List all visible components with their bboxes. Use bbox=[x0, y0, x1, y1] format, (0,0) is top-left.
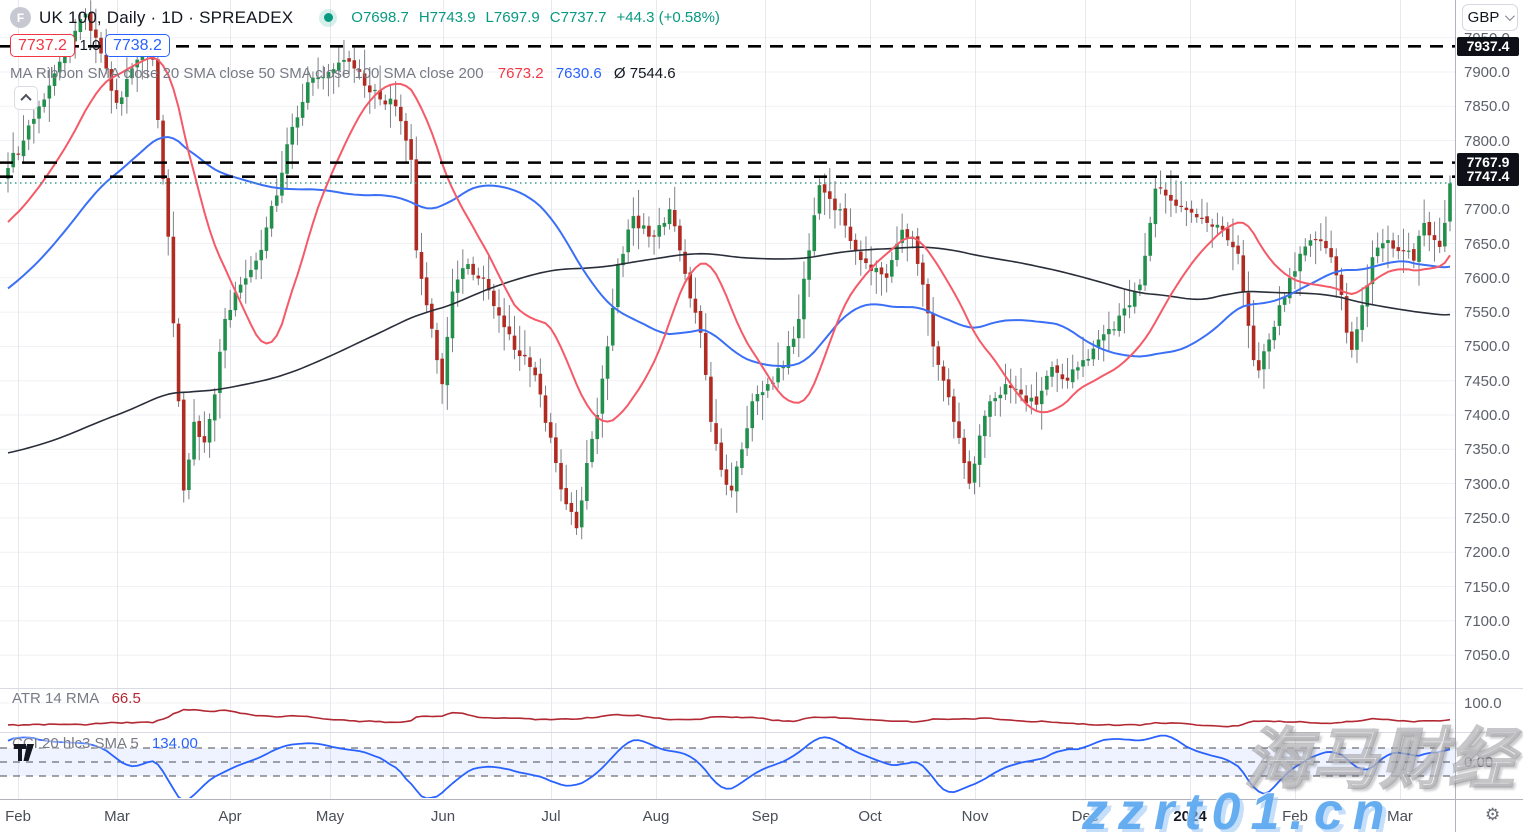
price-level-tag: 7747.4 bbox=[1457, 167, 1519, 187]
quote-row: 7737.2 1.0 7738.2 bbox=[10, 34, 170, 57]
price-tick: 7850.0 bbox=[1464, 98, 1510, 116]
month-label: May bbox=[315, 808, 345, 825]
price-tick: 7500.0 bbox=[1464, 338, 1510, 356]
month-label: Dec bbox=[1071, 808, 1099, 825]
price-tick: 7600.0 bbox=[1464, 269, 1510, 287]
price-tick: 7300.0 bbox=[1464, 475, 1510, 493]
month-label: Sep bbox=[751, 808, 779, 825]
month-label: Feb bbox=[5, 808, 31, 825]
cci-label: CCI 20 hlc3 SMA 5 bbox=[12, 735, 139, 752]
month-label: Aug bbox=[642, 808, 670, 825]
ma-avg-value: Ø 7544.6 bbox=[613, 65, 676, 82]
atr-label: ATR 14 RMA bbox=[12, 690, 99, 707]
month-label: Apr bbox=[218, 808, 242, 825]
price-tick: 7900.0 bbox=[1464, 64, 1510, 81]
price-tick: 7700.0 bbox=[1464, 201, 1510, 219]
price-tick: 7400.0 bbox=[1464, 407, 1510, 424]
ma50-value: 7630.6 bbox=[555, 65, 602, 82]
atr-value: 66.5 bbox=[111, 690, 141, 707]
price-tick: 7250.0 bbox=[1464, 509, 1510, 527]
month-label: Mar bbox=[104, 808, 130, 825]
chevron-up-icon bbox=[20, 93, 32, 106]
month-label: Mar bbox=[1387, 808, 1413, 825]
chevron-down-icon bbox=[1505, 11, 1516, 22]
cci-value: 134.00 bbox=[151, 735, 198, 752]
atr-legend[interactable]: ATR 14 RMA 66.5 bbox=[12, 690, 141, 707]
month-label: Feb bbox=[1282, 808, 1308, 825]
cci-tick: 0.00 bbox=[1464, 754, 1494, 771]
price-tick: 7100.0 bbox=[1464, 612, 1510, 630]
market-status-icon[interactable] bbox=[319, 8, 338, 27]
bid-price-button[interactable]: 7737.2 bbox=[10, 34, 75, 57]
price-tick: 7150.0 bbox=[1464, 578, 1510, 596]
tradingview-logo[interactable] bbox=[10, 742, 38, 767]
month-label: Jul bbox=[541, 808, 561, 825]
ohlc-values: O7698.7 H7743.9 L7697.9 C7737.7 +44.3 (+… bbox=[351, 9, 720, 26]
currency-label: GBP bbox=[1467, 9, 1500, 26]
ohlc-open: O7698.7 bbox=[351, 9, 409, 26]
price-tick: 7800.0 bbox=[1464, 132, 1510, 150]
ohlc-change: +44.3 (+0.58%) bbox=[616, 9, 720, 26]
symbol-logo-icon: F bbox=[10, 7, 31, 28]
price-tick: 7550.0 bbox=[1464, 304, 1510, 322]
price-tick: 7650.0 bbox=[1464, 235, 1510, 253]
ask-price-button[interactable]: 7738.2 bbox=[104, 34, 170, 57]
currency-button[interactable]: GBP bbox=[1462, 4, 1518, 31]
price-tick: 7200.0 bbox=[1464, 544, 1510, 562]
month-label: 2024 bbox=[1173, 808, 1207, 825]
price-axis[interactable]: 7950.07900.07850.07800.07700.07650.07600… bbox=[1456, 0, 1523, 800]
month-label: Nov bbox=[961, 808, 989, 825]
symbol-legend: F UK 100, Daily · 1D · SPREADEX O7698.7 … bbox=[10, 7, 720, 28]
ma20-value: 7673.2 bbox=[497, 65, 544, 82]
price-tick: 7350.0 bbox=[1464, 441, 1510, 459]
ma-ribbon-legend[interactable]: MA Ribbon SMA close 20 SMA close 50 SMA … bbox=[10, 65, 676, 82]
ohlc-low: L7697.9 bbox=[485, 9, 540, 26]
atr-tick: 100.0 bbox=[1464, 695, 1502, 712]
month-label: Oct bbox=[858, 808, 882, 825]
ohlc-close: C7737.7 bbox=[549, 9, 607, 26]
cci-legend[interactable]: CCI 20 hlc3 SMA 5 134.00 bbox=[12, 735, 198, 752]
ohlc-high: H7743.9 bbox=[418, 9, 476, 26]
pane-collapse-button[interactable] bbox=[14, 86, 38, 110]
price-tick: 7050.0 bbox=[1464, 647, 1510, 665]
ma-ribbon-label: MA Ribbon SMA close 20 SMA close 50 SMA … bbox=[10, 65, 484, 82]
symbol-title[interactable]: UK 100, Daily · 1D · SPREADEX bbox=[39, 7, 294, 27]
time-axis[interactable]: Feb Mar Apr May Jun Jul Aug Sep Oct Nov Dec 2024 Feb… bbox=[0, 800, 1523, 832]
price-tick: 7450.0 bbox=[1464, 372, 1510, 390]
settings-icon[interactable] bbox=[1485, 805, 1500, 825]
month-label: Jun bbox=[430, 808, 456, 825]
price-level-tag: 7937.4 bbox=[1457, 36, 1519, 56]
spread-value: 1.0 bbox=[79, 37, 101, 54]
